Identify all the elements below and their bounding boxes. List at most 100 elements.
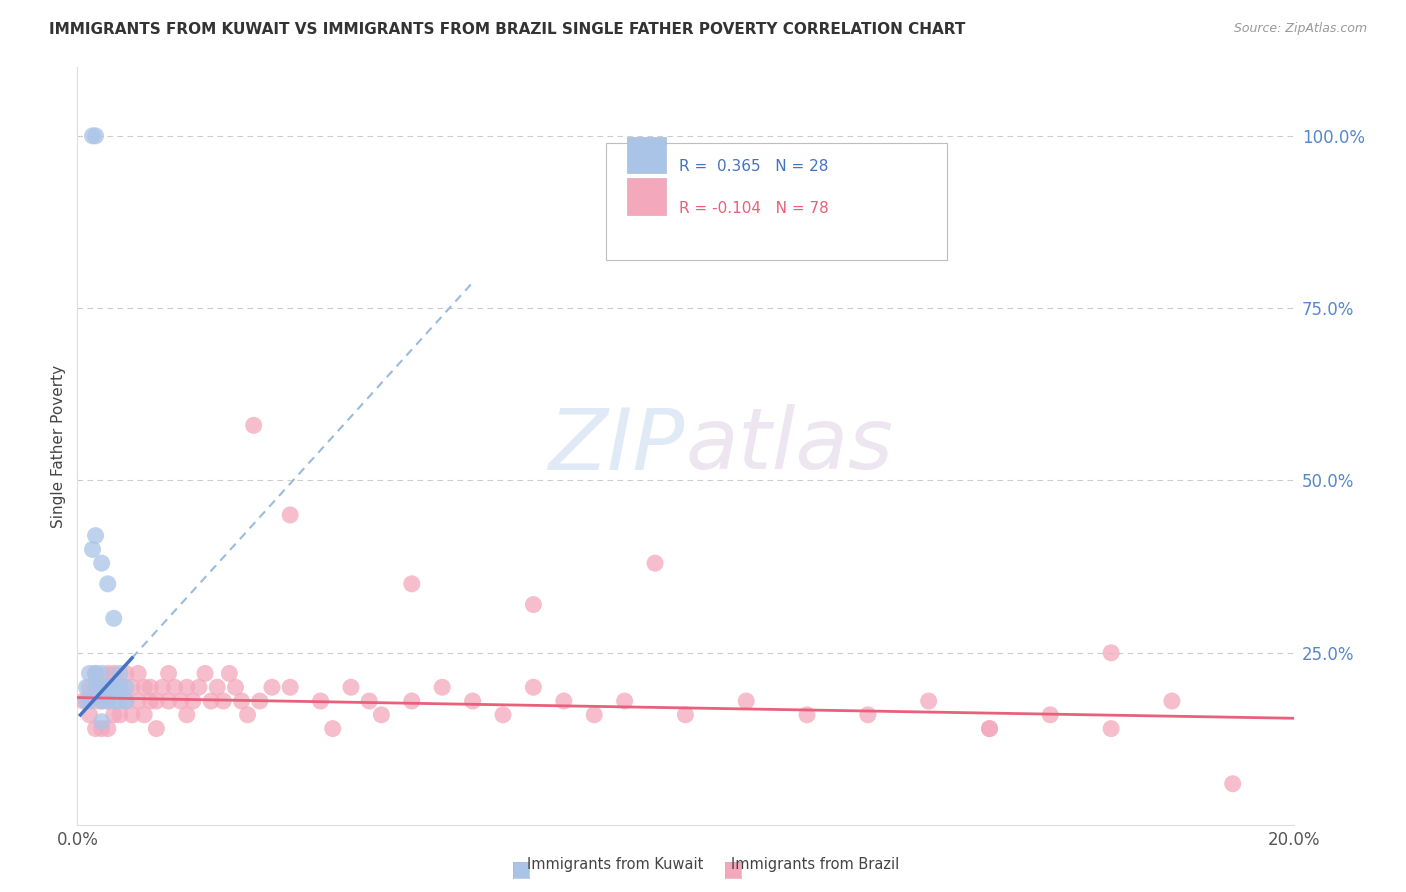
Point bbox=[163, 680, 186, 694]
Point bbox=[84, 680, 107, 694]
Point bbox=[918, 694, 941, 708]
Text: Source: ZipAtlas.com: Source: ZipAtlas.com bbox=[1233, 22, 1367, 36]
Text: IMMIGRANTS FROM KUWAIT VS IMMIGRANTS FROM BRAZIL SINGLE FATHER POVERTY CORRELATI: IMMIGRANTS FROM KUWAIT VS IMMIGRANTS FRO… bbox=[49, 22, 966, 37]
Point bbox=[675, 707, 697, 722]
Point bbox=[97, 577, 120, 591]
Point bbox=[121, 707, 143, 722]
Point bbox=[370, 707, 392, 722]
Point bbox=[979, 722, 1001, 736]
Point bbox=[84, 666, 107, 681]
Point bbox=[461, 694, 484, 708]
Point bbox=[200, 694, 222, 708]
Point bbox=[90, 694, 112, 708]
Point bbox=[194, 666, 217, 681]
Point bbox=[90, 694, 112, 708]
Point bbox=[522, 680, 544, 694]
Bar bbox=[627, 178, 666, 215]
Text: R =  0.365   N = 28: R = 0.365 N = 28 bbox=[679, 160, 828, 175]
Point bbox=[97, 694, 120, 708]
Point bbox=[1161, 694, 1184, 708]
Point bbox=[103, 680, 125, 694]
Point bbox=[181, 694, 204, 708]
Point bbox=[90, 556, 112, 570]
Point bbox=[97, 694, 120, 708]
Point bbox=[75, 694, 97, 708]
Point bbox=[644, 556, 666, 570]
Point bbox=[79, 666, 101, 681]
Point bbox=[84, 528, 107, 542]
Point bbox=[401, 577, 423, 591]
Point bbox=[108, 666, 131, 681]
Point bbox=[134, 680, 156, 694]
Point bbox=[224, 680, 246, 694]
Point bbox=[115, 680, 138, 694]
Point bbox=[236, 707, 259, 722]
Point bbox=[152, 680, 174, 694]
Point bbox=[108, 707, 131, 722]
Point bbox=[90, 666, 112, 681]
Point bbox=[205, 680, 228, 694]
Point bbox=[231, 694, 253, 708]
Point bbox=[170, 694, 193, 708]
Point bbox=[260, 680, 283, 694]
Point bbox=[108, 680, 131, 694]
Point bbox=[278, 680, 301, 694]
Point bbox=[84, 694, 107, 708]
Point bbox=[613, 694, 636, 708]
Point bbox=[1099, 646, 1122, 660]
Point bbox=[157, 694, 180, 708]
Point bbox=[188, 680, 211, 694]
Point bbox=[979, 722, 1001, 736]
Point bbox=[97, 680, 120, 694]
Point bbox=[242, 418, 264, 433]
Point bbox=[97, 722, 120, 736]
Point bbox=[176, 680, 198, 694]
Point bbox=[139, 680, 162, 694]
Point bbox=[145, 694, 167, 708]
Point bbox=[82, 542, 104, 557]
Point bbox=[1039, 707, 1062, 722]
Point bbox=[176, 707, 198, 722]
Point bbox=[90, 680, 112, 694]
Point bbox=[103, 694, 125, 708]
Point bbox=[218, 666, 240, 681]
Point bbox=[1099, 722, 1122, 736]
Point bbox=[796, 707, 818, 722]
Point bbox=[309, 694, 332, 708]
Point bbox=[492, 707, 515, 722]
Point bbox=[127, 694, 149, 708]
Point bbox=[90, 722, 112, 736]
Point bbox=[212, 694, 235, 708]
Point bbox=[75, 680, 97, 694]
Y-axis label: Single Father Poverty: Single Father Poverty bbox=[51, 365, 66, 527]
Point bbox=[157, 666, 180, 681]
Text: ZIP: ZIP bbox=[550, 404, 686, 488]
Text: Immigrants from Brazil: Immigrants from Brazil bbox=[731, 857, 900, 872]
Point bbox=[121, 680, 143, 694]
Point bbox=[522, 598, 544, 612]
Point bbox=[115, 666, 138, 681]
Point bbox=[108, 694, 131, 708]
Text: Immigrants from Kuwait: Immigrants from Kuwait bbox=[527, 857, 703, 872]
Point bbox=[82, 128, 104, 143]
Point bbox=[134, 707, 156, 722]
Point bbox=[103, 707, 125, 722]
Point bbox=[84, 666, 107, 681]
Point bbox=[97, 680, 120, 694]
Point bbox=[79, 680, 101, 694]
Point bbox=[856, 707, 879, 722]
Point bbox=[139, 694, 162, 708]
Point bbox=[72, 694, 94, 708]
Point bbox=[90, 680, 112, 694]
Point bbox=[103, 680, 125, 694]
Point bbox=[127, 666, 149, 681]
FancyBboxPatch shape bbox=[606, 143, 946, 260]
Point bbox=[340, 680, 363, 694]
Point bbox=[1222, 777, 1244, 791]
Point bbox=[79, 707, 101, 722]
Point bbox=[103, 666, 125, 681]
Point bbox=[145, 722, 167, 736]
Point bbox=[430, 680, 453, 694]
Point bbox=[553, 694, 575, 708]
Point bbox=[583, 707, 606, 722]
